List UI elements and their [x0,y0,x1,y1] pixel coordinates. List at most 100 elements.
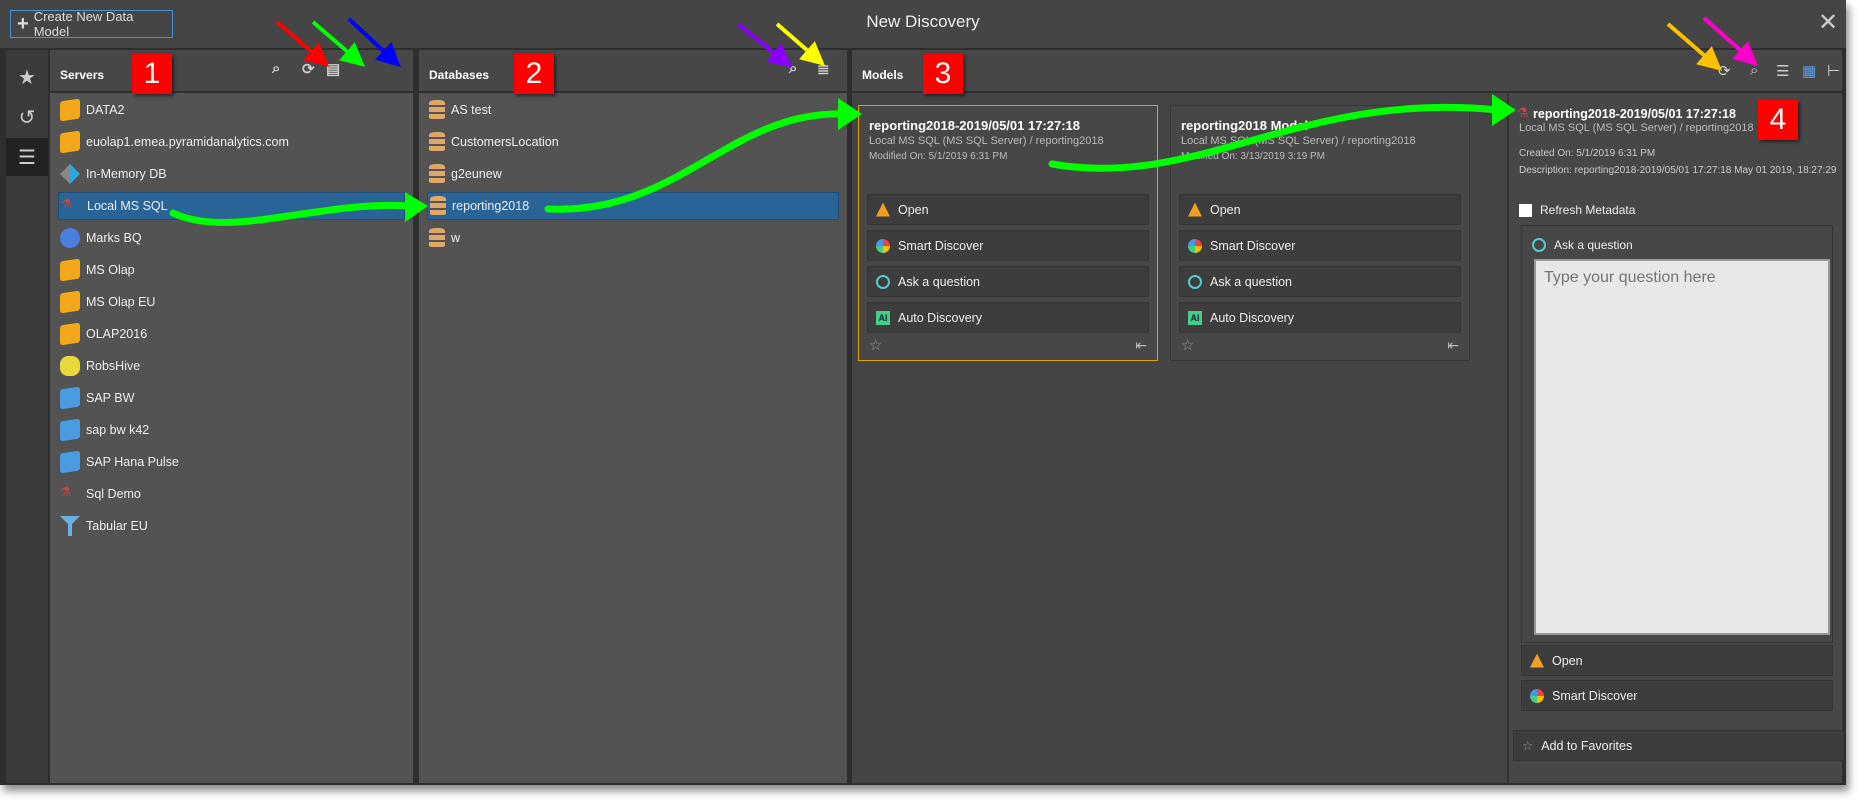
server-label: Tabular EU [86,519,148,533]
server-item[interactable]: ⚗ Sql Demo [58,480,405,508]
open-details-icon[interactable]: ⇤ [1447,337,1459,353]
server-label: RobsHive [86,359,141,373]
database-item[interactable]: CustomersLocation [427,128,839,156]
cube-icon [60,258,80,282]
in-memory-icon [60,164,80,184]
smart-discover-button[interactable]: Smart Discover [1179,230,1461,261]
ask-question-label: Ask a question [1554,238,1633,252]
checkbox-box[interactable] [1519,203,1532,217]
model-detail-panel: ⚗ reporting2018-2019/05/01 17:27:18 Loca… [1507,93,1844,783]
auto-discovery-icon: AI [1188,310,1202,325]
add-to-favorites-button[interactable]: ☆ Add to Favorites [1513,730,1844,761]
server-item[interactable]: SAP BW [58,384,405,412]
action-label: Ask a question [898,274,980,289]
list-view-icon[interactable]: ☰ [1776,63,1790,80]
server-item[interactable]: MS Olap [58,256,405,284]
detail-view-icon[interactable]: ⊢ [1827,63,1841,80]
server-item[interactable]: MS Olap EU [58,288,405,316]
database-item[interactable]: w [427,224,839,252]
database-item[interactable]: g2eunew [427,160,839,188]
server-label: In-Memory DB [86,167,167,181]
open-button[interactable]: Open [867,194,1149,225]
server-label: OLAP2016 [86,327,148,341]
model-card[interactable]: reporting2018-2019/05/01 17:27:18 Local M… [858,105,1158,361]
server-label: euolap1.emea.pyramidanalytics.com [86,135,289,149]
refresh-metadata-checkbox[interactable]: Refresh Metadata [1519,203,1635,217]
add-server-icon[interactable]: ▤ [326,61,341,78]
ask-question-button[interactable]: Ask a question [1179,266,1461,297]
server-item[interactable]: SAP Hana Pulse [58,448,405,476]
database-label: AS test [451,103,492,117]
auto-discovery-button[interactable]: AI Auto Discovery [867,302,1149,333]
smart-discover-button[interactable]: Smart Discover [867,230,1149,261]
database-icon [430,196,446,216]
auto-discovery-button[interactable]: AI Auto Discovery [1179,302,1461,333]
model-card[interactable]: reporting2018 Model Local MS SQL (MS SQL … [1170,105,1470,361]
detail-smart-discover-button[interactable]: Smart Discover [1521,680,1833,711]
server-label: Local MS SQL [87,199,168,213]
server-item[interactable]: euolap1.emea.pyramidanalytics.com [58,128,405,156]
open-label: Open [1552,653,1583,668]
add-database-icon[interactable]: ≣ [817,61,830,78]
model-source: Local MS SQL (MS SQL Server) / reporting… [1181,135,1416,147]
search-icon[interactable]: ⌕ [1750,62,1759,79]
tabular-icon [60,516,80,536]
ask-question-icon [1188,274,1202,289]
question-input[interactable] [1534,259,1830,635]
action-label: Auto Discovery [898,310,983,325]
model-source: Local MS SQL (MS SQL Server) / reporting… [869,135,1104,147]
database-icon [429,164,445,184]
server-item[interactable]: DATA2 [58,96,405,124]
database-icon [429,228,445,248]
open-button[interactable]: Open [1179,194,1461,225]
ask-question-button[interactable]: Ask a question [867,266,1149,297]
server-item[interactable]: In-Memory DB [58,160,405,188]
title-bar: + Create New Data Model New Discovery ✕ [0,0,1846,48]
refresh-icon[interactable]: ⟳ [1718,63,1731,80]
create-new-data-model-button[interactable]: + Create New Data Model [10,9,173,39]
favorite-star-icon[interactable]: ☆ [1181,337,1195,354]
database-icon[interactable]: ☰ [6,138,48,176]
server-label: MS Olap [86,263,135,277]
history-icon[interactable]: ↺ [18,106,36,129]
grid-view-icon[interactable]: ▦ [1802,63,1817,80]
server-label: MS Olap EU [86,295,156,309]
server-item[interactable]: ⚗ Local MS SQL [58,192,405,220]
search-icon[interactable]: ⌕ [789,60,798,77]
refresh-icon[interactable]: ⟳ [302,61,315,78]
model-modified: Modified On: 5/1/2019 6:31 PM [869,151,1008,162]
cube-icon [60,130,80,154]
cube-icon [60,322,80,346]
discovery-window: + Create New Data Model New Discovery ✕ ★… [0,0,1846,785]
open-details-icon[interactable]: ⇤ [1135,337,1147,353]
servers-header: Servers ⌕ ⟳ ▤ [50,50,413,93]
annotation-badge-3: 3 [923,54,963,94]
server-item[interactable]: Marks BQ [58,224,405,252]
favorite-star-icon[interactable]: ☆ [869,337,883,354]
star-icon: ☆ [1522,739,1534,753]
model-modified: Modified On: 3/13/2019 3:19 PM [1181,151,1325,162]
cube-icon [60,98,80,122]
database-item[interactable]: reporting2018 [427,192,839,220]
action-label: Open [898,202,929,217]
server-item[interactable]: Tabular EU [58,512,405,540]
server-label: SAP BW [86,391,135,405]
database-item[interactable]: AS test [427,96,839,124]
search-icon[interactable]: ⌕ [272,60,281,77]
server-item[interactable]: sap bw k42 [58,416,405,444]
open-icon [1530,653,1544,668]
detail-source: Local MS SQL (MS SQL Server) / reporting… [1519,122,1754,134]
databases-panel: Databases ⌕ ≣ AS test CustomersLocation g2… [419,50,847,783]
database-label: reporting2018 [452,199,530,213]
detail-title: reporting2018-2019/05/01 17:27:18 [1533,107,1736,121]
refresh-metadata-label: Refresh Metadata [1540,203,1636,217]
servers-title: Servers [60,68,105,82]
side-rail: ★ ↺ ☰ [6,50,48,783]
detail-open-button[interactable]: Open [1521,645,1833,676]
close-icon[interactable]: ✕ [1818,9,1839,36]
server-item[interactable]: OLAP2016 [58,320,405,348]
window-title: New Discovery [866,12,980,31]
server-item[interactable]: RobsHive [58,352,405,380]
favorites-star-icon[interactable]: ★ [18,66,36,89]
annotation-badge-4: 4 [1758,100,1798,140]
